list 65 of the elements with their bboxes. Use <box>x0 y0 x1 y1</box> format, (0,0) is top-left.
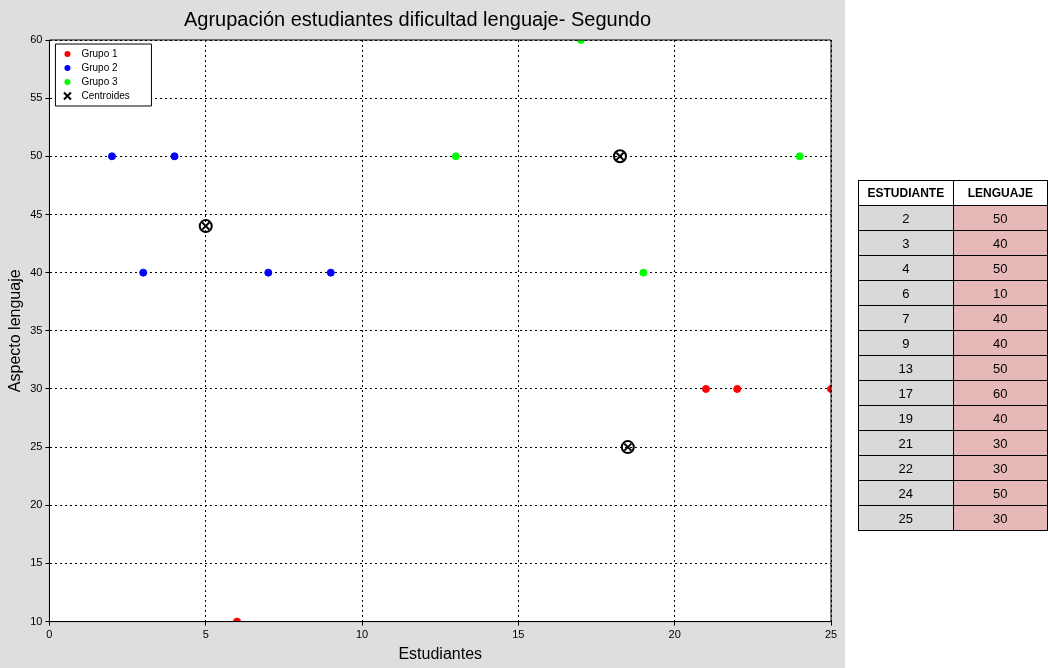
y-tick-label: 35 <box>30 323 43 336</box>
text: 40 <box>953 405 1048 431</box>
text: 40 <box>953 330 1048 356</box>
text: 22 <box>858 455 954 481</box>
point <box>733 384 742 393</box>
x-tick-label: 0 <box>46 628 53 641</box>
point <box>170 152 179 161</box>
text: 50 <box>953 480 1048 506</box>
x-tick-label: 5 <box>202 628 209 641</box>
text: 17 <box>858 380 954 406</box>
legend-label: Grupo 3 <box>81 75 119 87</box>
text: 40 <box>953 230 1048 256</box>
text: 9 <box>858 330 954 356</box>
y-tick-label: 45 <box>30 207 43 220</box>
text: 13 <box>858 355 954 381</box>
text: LENGUAJE <box>953 180 1048 206</box>
text: 50 <box>953 355 1048 381</box>
y-tick-label: 20 <box>30 498 43 511</box>
text: 60 <box>953 380 1048 406</box>
y-axis-title: Aspecto lenguaje <box>6 269 24 393</box>
x-tick-label: 10 <box>355 628 369 641</box>
text: 25 <box>858 505 954 531</box>
point <box>612 149 627 164</box>
legend-label: Centroides <box>81 89 130 101</box>
y-tick-label: 25 <box>30 440 43 453</box>
text: 19 <box>858 405 954 431</box>
text: ESTUDIANTE <box>858 180 954 206</box>
y-tick-label: 55 <box>30 91 43 104</box>
x-tick-label: 25 <box>824 628 838 641</box>
text: 6 <box>858 280 954 306</box>
y-tick-label: 30 <box>30 381 43 394</box>
legend-label: Grupo 2 <box>81 61 119 73</box>
x-axis-title: Estudiantes <box>398 644 483 662</box>
point <box>701 384 710 393</box>
point <box>139 268 148 277</box>
text: 3 <box>858 230 954 256</box>
point <box>264 268 273 277</box>
point <box>451 152 460 161</box>
text: 21 <box>858 430 954 456</box>
text: 2 <box>858 205 954 231</box>
text: 10 <box>953 280 1048 306</box>
text: 50 <box>953 205 1048 231</box>
text: 30 <box>953 505 1048 531</box>
y-tick-label: 50 <box>30 149 43 162</box>
point <box>620 440 635 455</box>
point <box>198 219 213 234</box>
text: 50 <box>953 255 1048 281</box>
y-tick-label: 15 <box>30 556 43 569</box>
x-tick-label: 20 <box>668 628 681 641</box>
point <box>639 268 648 277</box>
legend-label: Grupo 1 <box>81 47 119 59</box>
chart-title: Agrupación estudiantes dificultad lenguaje- Segundo <box>183 7 652 30</box>
x-tick-label: 15 <box>512 628 525 641</box>
y-tick-label: 60 <box>30 33 43 46</box>
text: 4 <box>858 255 954 281</box>
point <box>795 152 804 161</box>
text: 40 <box>953 305 1048 331</box>
text: 30 <box>953 455 1048 481</box>
y-tick-label: 10 <box>30 614 43 627</box>
point <box>326 268 335 277</box>
y-tick-label: 40 <box>30 265 43 278</box>
point <box>107 152 116 161</box>
text: 24 <box>858 480 954 506</box>
text: 30 <box>953 430 1048 456</box>
text: 7 <box>858 305 954 331</box>
